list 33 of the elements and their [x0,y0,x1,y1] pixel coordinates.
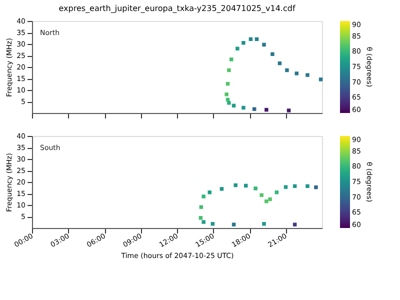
point [284,185,288,189]
point [306,73,310,77]
point [314,185,318,190]
point [270,52,274,56]
point [242,40,246,45]
point [252,107,256,111]
point [262,222,266,226]
point [260,193,264,197]
point [286,108,291,112]
point [230,58,234,62]
point [202,194,206,198]
point [227,101,231,105]
point [232,222,236,226]
point [254,186,258,190]
point [268,197,272,202]
point [199,205,204,209]
point [262,42,266,47]
chart-title: expres_earth_jupiter_europa_txka-y235_20471025_v14.cdf [58,4,296,13]
point [220,187,224,191]
point [234,183,238,188]
point [294,72,298,76]
point [198,216,203,220]
point [236,46,240,50]
point [292,222,297,226]
point [318,78,323,82]
point [202,220,206,224]
point [264,108,268,112]
point [306,184,310,188]
point [264,199,268,204]
point [227,68,231,72]
point [285,68,289,72]
point [242,106,246,110]
point [224,92,228,96]
